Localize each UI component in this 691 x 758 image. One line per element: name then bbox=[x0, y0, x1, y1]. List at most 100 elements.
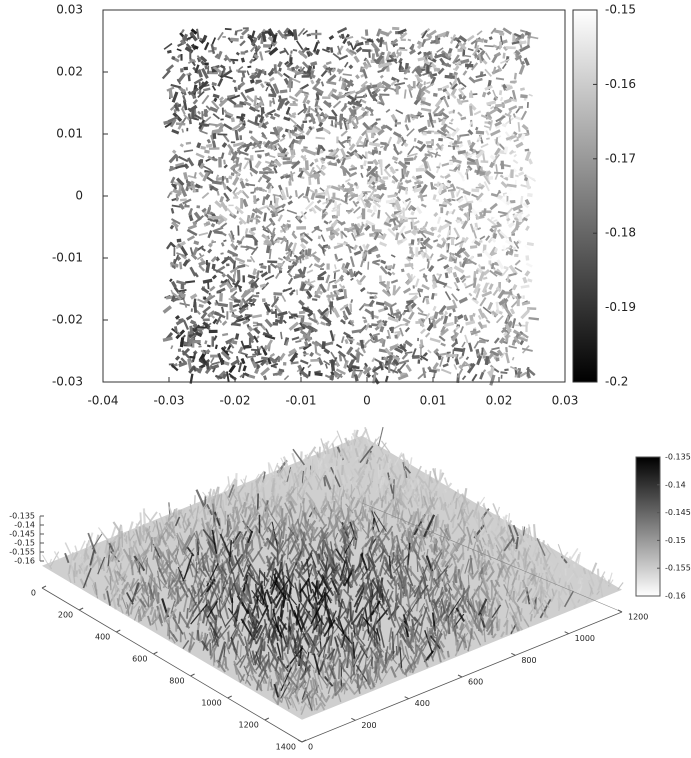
texture-stroke bbox=[170, 90, 171, 98]
texture-stroke bbox=[509, 346, 517, 348]
texture-stroke bbox=[284, 118, 290, 120]
texture-stroke bbox=[446, 286, 452, 288]
texture-stroke bbox=[293, 234, 297, 239]
texture-stroke bbox=[466, 322, 475, 324]
texture-stroke bbox=[318, 291, 322, 293]
texture-stroke bbox=[237, 30, 243, 31]
texture-stroke bbox=[504, 267, 509, 268]
texture-stroke bbox=[251, 229, 256, 230]
texture-stroke bbox=[504, 53, 505, 59]
texture-stroke bbox=[224, 193, 228, 199]
texture-stroke bbox=[465, 252, 469, 257]
texture-stroke bbox=[527, 195, 532, 196]
texture-stroke bbox=[479, 265, 482, 269]
texture-stroke bbox=[227, 372, 229, 382]
texture-stroke bbox=[461, 118, 466, 119]
texture-stroke bbox=[379, 282, 385, 283]
texture-stroke bbox=[191, 267, 196, 276]
texture-stroke bbox=[213, 141, 214, 148]
texture-stroke bbox=[399, 361, 409, 364]
texture-stroke bbox=[181, 247, 186, 256]
texture-stroke bbox=[442, 164, 449, 166]
texture-stroke bbox=[313, 330, 318, 331]
texture-stroke bbox=[233, 304, 239, 306]
texture-stroke bbox=[496, 137, 497, 144]
texture-stroke bbox=[461, 60, 469, 62]
texture-stroke bbox=[501, 97, 502, 101]
texture-stroke bbox=[421, 109, 431, 111]
texture-stroke bbox=[377, 83, 381, 86]
x-tick-label: 0 bbox=[363, 394, 371, 408]
texture-stroke bbox=[381, 53, 384, 54]
texture-stroke bbox=[525, 178, 526, 181]
texture-stroke bbox=[289, 274, 292, 277]
texture-stroke bbox=[486, 320, 489, 323]
texture-stroke bbox=[289, 196, 291, 199]
texture-stroke bbox=[414, 182, 419, 184]
texture-stroke bbox=[431, 228, 433, 231]
texture-stroke bbox=[280, 68, 281, 71]
texture-stroke bbox=[233, 61, 234, 64]
texture-stroke bbox=[458, 220, 459, 223]
texture-stroke bbox=[500, 215, 506, 217]
texture-stroke bbox=[443, 119, 445, 125]
texture-stroke bbox=[465, 316, 466, 320]
texture-stroke bbox=[346, 339, 348, 343]
texture-stroke bbox=[368, 88, 371, 96]
texture-stroke bbox=[510, 81, 516, 82]
texture-stroke bbox=[267, 207, 270, 210]
texture-stroke bbox=[222, 243, 223, 247]
texture-stroke bbox=[331, 352, 335, 359]
texture-stroke bbox=[173, 56, 174, 59]
texture-stroke bbox=[199, 160, 200, 166]
texture-stroke bbox=[429, 266, 433, 271]
texture-stroke bbox=[523, 125, 528, 129]
texture-stroke bbox=[522, 349, 533, 351]
texture-stroke bbox=[373, 334, 380, 336]
texture-stroke bbox=[354, 207, 361, 213]
texture-stroke bbox=[444, 265, 449, 268]
texture-stroke bbox=[218, 32, 223, 40]
texture-stroke bbox=[322, 166, 325, 169]
texture-stroke bbox=[252, 315, 262, 317]
texture-stroke bbox=[320, 171, 325, 175]
texture-stroke bbox=[457, 289, 460, 290]
texture-stroke bbox=[491, 131, 500, 136]
texture-stroke bbox=[398, 30, 406, 33]
texture-stroke bbox=[473, 313, 474, 316]
texture-stroke bbox=[269, 156, 275, 158]
texture-stroke bbox=[507, 276, 508, 282]
texture-stroke bbox=[445, 489, 446, 492]
texture-stroke bbox=[337, 159, 339, 163]
texture-stroke bbox=[261, 325, 265, 329]
texture-stroke bbox=[434, 213, 437, 216]
texture-stroke bbox=[173, 182, 178, 185]
texture-stroke bbox=[358, 353, 359, 362]
texture-stroke bbox=[214, 98, 216, 101]
texture-stroke bbox=[486, 138, 489, 139]
texture-stroke bbox=[502, 182, 507, 187]
texture-stroke bbox=[455, 330, 456, 336]
texture-stroke bbox=[386, 376, 388, 382]
y-tick-label: 0.02 bbox=[56, 65, 83, 79]
texture-stroke bbox=[218, 304, 228, 305]
texture-stroke bbox=[339, 77, 341, 82]
texture-stroke bbox=[406, 301, 413, 302]
texture-stroke bbox=[522, 111, 526, 119]
texture-stroke bbox=[382, 185, 385, 187]
texture-stroke bbox=[168, 193, 171, 198]
texture-stroke bbox=[316, 193, 326, 195]
texture-stroke bbox=[187, 230, 196, 235]
texture-stroke bbox=[354, 153, 358, 156]
texture-stroke bbox=[477, 31, 482, 35]
texture-stroke bbox=[460, 209, 463, 211]
texture-stroke bbox=[455, 74, 456, 83]
texture-stroke bbox=[213, 86, 216, 91]
texture-stroke bbox=[235, 191, 242, 194]
texture-stroke bbox=[181, 338, 182, 347]
texture-stroke bbox=[455, 141, 456, 144]
texture-stroke bbox=[447, 211, 448, 215]
texture-stroke bbox=[212, 159, 217, 161]
texture-stroke bbox=[320, 264, 324, 267]
texture-stroke bbox=[356, 41, 359, 42]
